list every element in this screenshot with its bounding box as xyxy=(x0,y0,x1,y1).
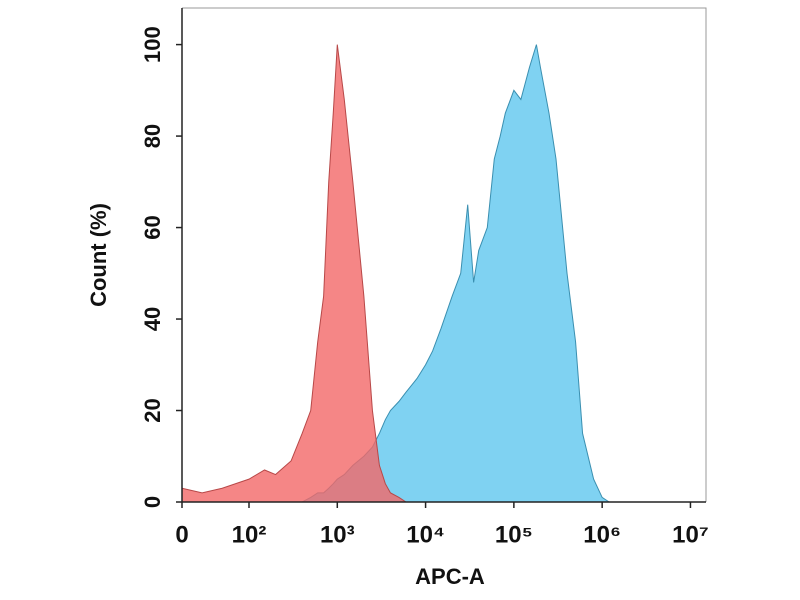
y-axis-title: Count (%) xyxy=(86,203,111,307)
y-tick-label: 0 xyxy=(140,496,165,508)
y-tick-label: 20 xyxy=(140,398,165,422)
x-tick-label: 10⁴ xyxy=(406,521,445,548)
x-axis-title: APC-A xyxy=(415,564,485,589)
plot-frame xyxy=(182,7,707,502)
y-tick-label: 80 xyxy=(140,124,165,148)
x-tick-label: 10⁶ xyxy=(583,521,621,548)
x-tick-label: 0 xyxy=(175,521,188,548)
x-tick-label: 10² xyxy=(232,521,267,548)
y-tick-label: 100 xyxy=(140,26,165,63)
y-tick-label: 40 xyxy=(140,307,165,331)
y-tick-label: 60 xyxy=(140,215,165,239)
x-tick-label: 10³ xyxy=(320,521,355,548)
x-tick-label: 10⁷ xyxy=(672,521,709,548)
x-tick-label: 10⁵ xyxy=(495,521,533,548)
